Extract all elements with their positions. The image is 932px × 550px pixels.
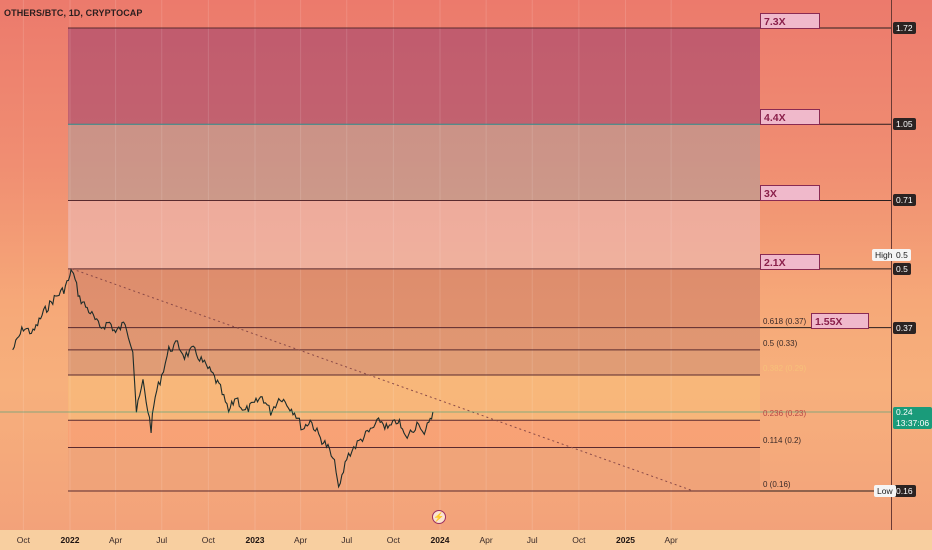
symbol-title: OTHERS/BTC, 1D, CRYPTOCAP [4, 8, 143, 18]
multiplier-box: 2.1X [760, 253, 820, 270]
fib-zone [68, 420, 760, 448]
fib-level-label: 0 (0.16) [763, 480, 791, 489]
fib-zone [68, 268, 760, 328]
fib-zone [68, 200, 760, 269]
time-axis-label: Oct [386, 535, 400, 545]
bar-countdown: 13:37:06 [896, 417, 930, 428]
multiplier-box: 3X [760, 185, 820, 202]
price-axis-tag: 0.37 [893, 321, 916, 334]
time-axis-label: Jul [526, 535, 538, 545]
time-axis-label: Apr [664, 535, 678, 545]
time-axis-label: 2025 [616, 535, 635, 545]
multiplier-box: 1.55X [811, 312, 869, 329]
current-price-value: 0.24 [896, 406, 913, 417]
time-axis[interactable] [0, 530, 932, 550]
multiplier-box: 4.4X [760, 109, 820, 126]
time-axis-label: Apr [108, 535, 123, 545]
fib-level-label: 0.618 (0.37) [763, 316, 807, 326]
fib-zone [68, 28, 760, 125]
lightning-bolt-icon[interactable]: ⚡ [432, 510, 446, 524]
low-label: Low [874, 485, 896, 497]
price-axis-tag: 0.5 [893, 262, 911, 275]
fib-level-label: 0.114 (0.2) [763, 436, 802, 446]
current-price-tag: 0.24 13:37:06 [893, 406, 932, 429]
time-axis-label: Oct [201, 535, 215, 545]
time-axis-label: Jul [156, 535, 168, 545]
fib-level-label: 0.236 (0.23) [763, 409, 807, 419]
fib-level-label: 0.5 (0.33) [763, 338, 798, 348]
high-label: High [872, 248, 896, 261]
time-axis-label: Oct [16, 535, 30, 545]
time-axis-label: 2024 [430, 535, 450, 545]
fib-zone [68, 375, 760, 421]
price-series-line [12, 268, 434, 489]
time-axis-label: Apr [293, 535, 308, 545]
multiplier-box: 7.3X [760, 13, 820, 29]
fib-zone [68, 327, 760, 350]
fib-zone [68, 124, 760, 201]
time-axis-label: Jul [341, 535, 353, 545]
fib-level-label: 0.382 (0.29) [763, 364, 807, 374]
time-axis-label: Apr [479, 535, 493, 545]
high-value-tag: 0.5 [893, 248, 911, 261]
price-axis-tag: 1.05 [893, 118, 916, 131]
price-axis-tag: 0.16 [893, 485, 916, 497]
time-axis-label: 2022 [60, 535, 80, 545]
time-axis-label: Oct [572, 535, 586, 545]
price-axis-divider [891, 0, 892, 530]
price-axis-tag: 1.72 [893, 22, 916, 34]
fib-zone [68, 447, 760, 491]
price-axis-tag: 0.71 [893, 194, 916, 207]
time-axis-label: 2023 [245, 535, 265, 545]
fib-zone [68, 349, 760, 376]
